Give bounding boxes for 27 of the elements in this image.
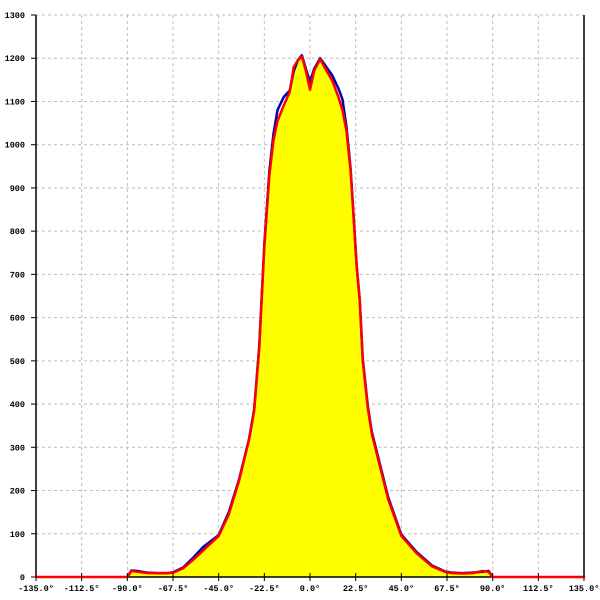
x-tick-label: 112.5° bbox=[523, 584, 554, 594]
y-tick-label: 1100 bbox=[4, 97, 25, 108]
x-tick-label: 90.0° bbox=[480, 584, 506, 594]
x-tick-label: -135.0° bbox=[18, 584, 54, 594]
x-tick-label: -22.5° bbox=[249, 584, 280, 594]
x-tick-label: -90.0° bbox=[112, 584, 143, 594]
y-tick-label: 800 bbox=[10, 227, 25, 238]
y-tick-label: 0 bbox=[20, 573, 25, 583]
y-tick-label: 600 bbox=[10, 314, 25, 324]
y-tick-label: 500 bbox=[10, 356, 25, 367]
x-tick-label: -112.5° bbox=[64, 584, 100, 594]
x-tick-label: -45.0° bbox=[203, 584, 234, 594]
y-tick-label: 100 bbox=[10, 530, 25, 540]
y-tick-label: 900 bbox=[10, 184, 25, 194]
y-tick-label: 1300 bbox=[4, 11, 25, 21]
x-tick-label: 135.0° bbox=[568, 584, 600, 594]
y-tick-label: 1200 bbox=[4, 54, 25, 64]
y-tick-label: 200 bbox=[10, 486, 25, 497]
x-tick-label: -67.5° bbox=[158, 584, 188, 594]
y-tick-label: 1000 bbox=[4, 140, 25, 151]
y-tick-label: 700 bbox=[10, 270, 25, 280]
x-tick-label: 22.5° bbox=[342, 584, 368, 594]
x-tick-label: 67.5° bbox=[434, 584, 460, 594]
x-tick-label: 0.0° bbox=[300, 584, 320, 594]
y-tick-label: 400 bbox=[10, 400, 25, 410]
y-tick-label: 300 bbox=[10, 443, 25, 454]
x-tick-label: 45.0° bbox=[388, 584, 414, 594]
